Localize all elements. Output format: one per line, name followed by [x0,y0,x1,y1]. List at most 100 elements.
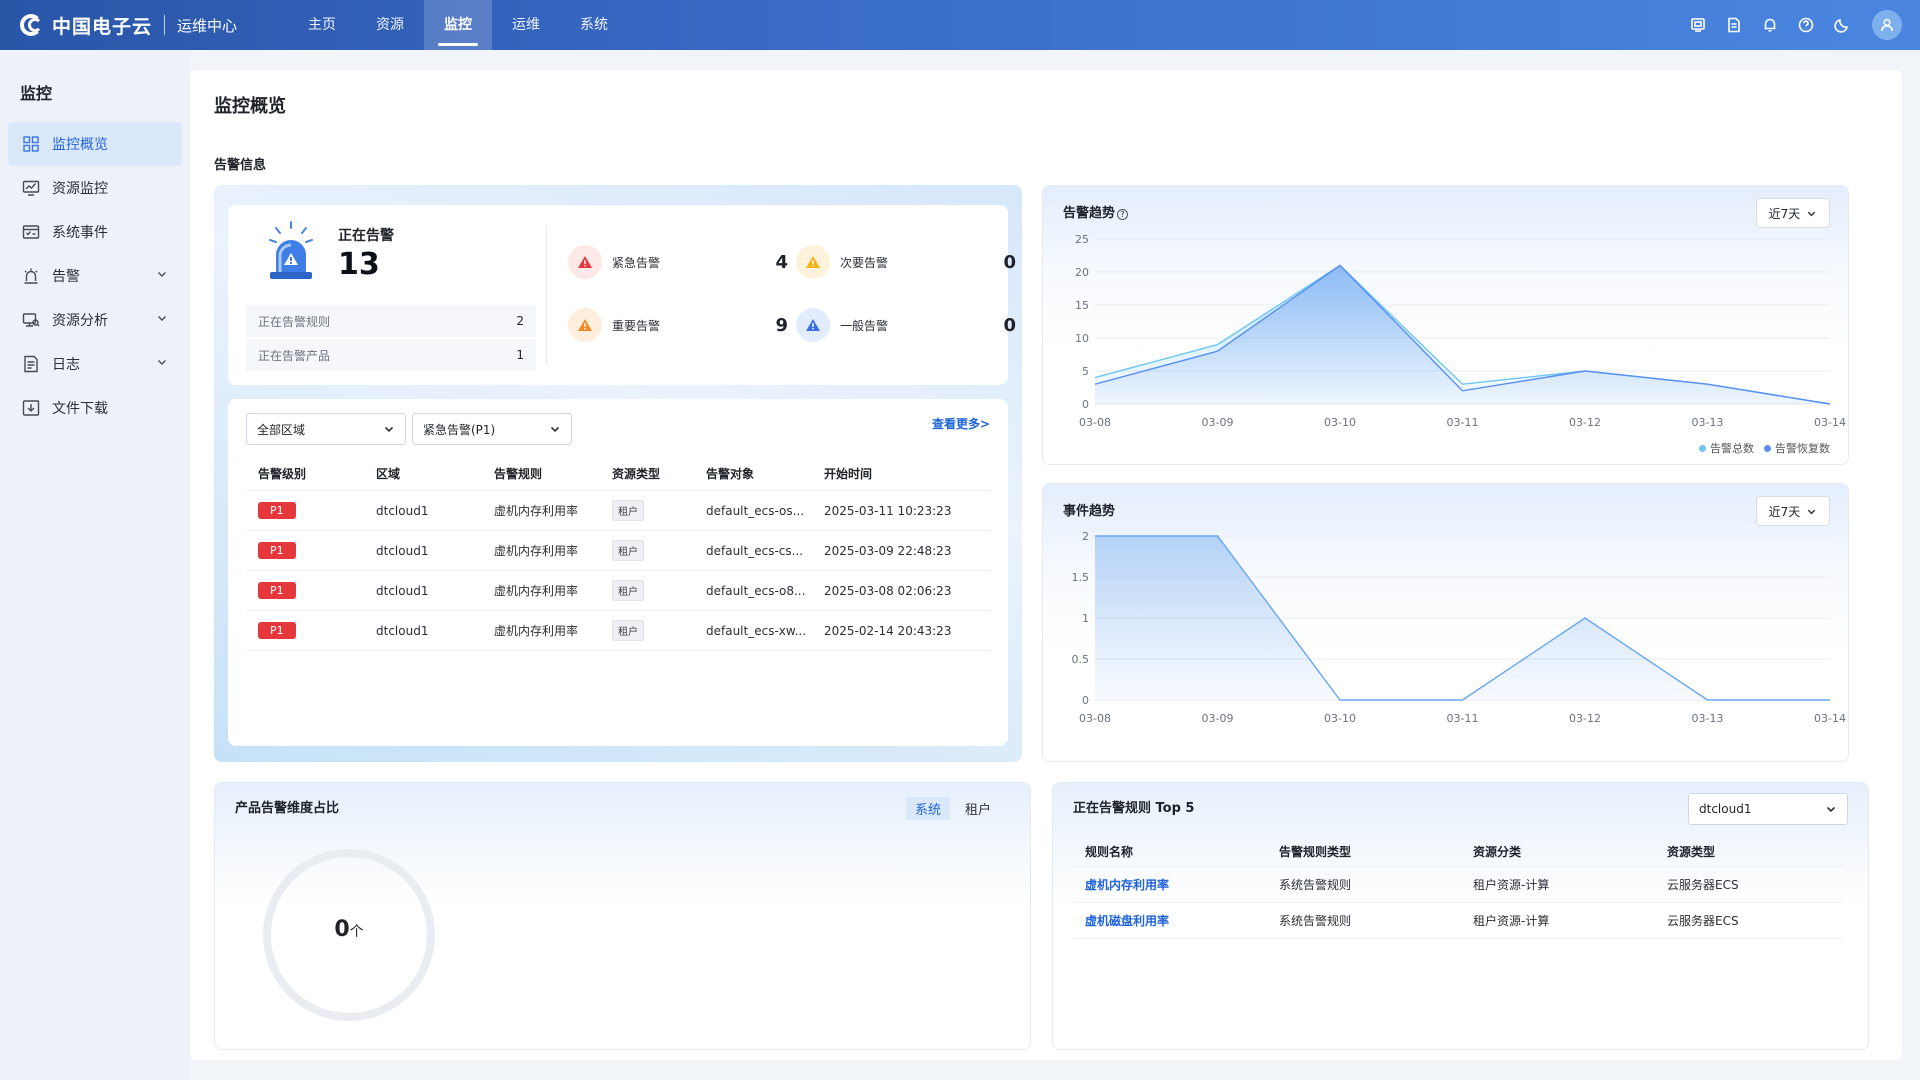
column-header: 规则名称 [1085,845,1134,859]
event-trend-card: 0 0.5 1 1.5 2 03-08 03-09 03-10 03-11 03-12 03-13 0… [1042,483,1849,762]
resource-type-cell: 租户 [600,540,694,561]
nav-home[interactable]: 主页 [308,17,336,33]
sidebar-item-overview[interactable]: 监控概览 [8,122,182,166]
nav-ops[interactable]: 运维 [512,17,540,33]
y-tick-label: 20 [1075,266,1089,279]
alarm-trend-chart: 0 5 10 15 20 25 03-08 03-09 03-10 03-11 03-12 03-13… [1075,233,1846,429]
series-line [1094,264,1831,405]
nav-resources[interactable]: 资源 [376,17,404,33]
sidebar-menu: 监控概览 资源监控 系统事件 告警 资源分析 日志 文件下载 [8,122,182,430]
legend-dot [1699,444,1706,452]
severity-label: 次要告警 [840,255,889,270]
level-select[interactable]: 紧急告警(P1) [412,413,572,445]
resource-type-cell: 租户 [600,580,694,601]
start-time-cell: 2025-03-09 22:48:23 [824,543,952,558]
sidebar-item-label: 监控概览 [52,137,108,153]
log-icon [24,355,38,373]
app-name: 运维中心 [177,16,238,35]
severity-value: 0 [1003,251,1016,273]
donut-value: 0 [334,917,350,942]
sidebar: 监控 监控概览 资源监控 系统事件 告警 资源分析 日志 [0,50,190,1080]
alarm-summary-card: 正在告警 13 正在告警规则 2 正在告警产品 1 紧急告警 4 次要告警 0 [228,205,1016,385]
severity-major[interactable]: 重要告警 9 [568,303,788,347]
tab-tenant[interactable]: 租户 [964,803,991,818]
user-avatar-icon[interactable] [1872,10,1902,40]
sidebar-item-alarm[interactable]: 告警 [8,254,182,298]
table-row[interactable]: P1 dtcloud1 虚机内存利用率 租户 default_ecs-cs...… [246,531,990,571]
tab-system[interactable]: 系统 [905,797,950,820]
sidebar-item-label: 资源分析 [52,313,108,329]
sidebar-item-file-download[interactable]: 文件下载 [8,386,182,430]
see-more-link[interactable]: 查看更多> [931,417,990,431]
event-icon [22,225,40,239]
x-tick-label: 03-13 [1692,712,1724,725]
table-row[interactable]: P1 dtcloud1 虚机内存利用率 租户 default_ecs-xw...… [246,611,990,651]
column-header: 告警规则 [494,467,543,481]
main-nav: 主页 资源 监控 运维 系统 [288,0,628,50]
y-tick-label: 25 [1075,233,1089,246]
help-icon[interactable] [1788,0,1824,50]
severity-general[interactable]: 一般告警 0 [796,303,1016,347]
table-row[interactable]: P1 dtcloud1 虚机内存利用率 租户 default_ecs-os...… [246,491,990,531]
region-cell: dtcloud1 [376,503,429,518]
severity-value: 4 [775,251,788,273]
chevron-down-icon [1826,806,1836,813]
donut-center-value: 0个 [271,917,427,942]
region-cell: dtcloud1 [376,583,429,598]
active-rules-row: 正在告警规则 2 [246,305,536,337]
bell-icon[interactable] [1752,0,1788,50]
sidebar-item-resource-monitor[interactable]: 资源监控 [8,166,182,210]
top5-table: 规则名称 告警规则类型 资源分类 资源类型 虚机内存利用率 系统告警规则 租户资… [1073,837,1843,939]
sidebar-item-system-events[interactable]: 系统事件 [8,210,182,254]
rule-name-link[interactable]: 虚机内存利用率 [1085,878,1170,892]
top5-region-select[interactable]: dtcloud1 [1688,793,1848,825]
start-time-cell: 2025-03-08 02:06:23 [824,583,952,598]
table-row: 虚机磁盘利用率 系统告警规则 租户资源-计算 云服务器ECS [1073,903,1843,939]
alarm-list-card: 全部区域 紧急告警(P1) 查看更多> 告警级别 区域 告警规则 资源类型 告警… [228,399,1008,746]
region-cell: dtcloud1 [376,543,429,558]
table-row[interactable]: P1 dtcloud1 虚机内存利用率 租户 default_ecs-o8...… [246,571,990,611]
logo-divider [164,15,166,35]
top-icons [1680,0,1902,50]
y-tick-label: 2 [1082,530,1089,543]
product-ratio-card: 产品告警维度占比 系统 租户 0个 [214,782,1031,1050]
severity-minor[interactable]: 次要告警 0 [796,240,1016,284]
nav-monitor[interactable]: 监控 [424,0,492,50]
region-cell: dtcloud1 [376,623,429,638]
level-badge: P1 [258,622,296,639]
top5-rules-card: 正在告警规则 Top 5 dtcloud1 规则名称 告警规则类型 资源分类 资… [1052,782,1869,1050]
legend-item[interactable]: 告警总数 [1699,440,1754,456]
moon-icon[interactable] [1824,0,1860,50]
severity-critical[interactable]: 紧急告警 4 [568,240,788,284]
legend-item[interactable]: 告警恢复数 [1764,440,1830,456]
severity-label: 重要告警 [612,318,661,333]
donut-chart: 0个 [263,849,435,1021]
x-tick-label: 03-12 [1569,712,1601,725]
severity-label: 紧急告警 [612,255,661,270]
screen-icon[interactable] [1680,0,1716,50]
sidebar-item-label: 日志 [52,357,80,373]
active-products-value: 1 [516,348,524,362]
sidebar-item-log[interactable]: 日志 [8,342,182,386]
alarm-trend-range-select[interactable]: 近7天 [1756,198,1830,228]
level-select-value: 紧急告警(P1) [423,422,496,437]
column-header: 资源类型 [612,467,661,481]
rule-cell: 虚机内存利用率 [494,624,579,638]
x-tick-label: 03-12 [1569,416,1601,429]
dashboard-icon [23,136,39,152]
help-icon[interactable]: ? [1117,209,1129,220]
document-icon[interactable] [1716,0,1752,50]
column-header: 告警规则类型 [1279,845,1352,859]
event-trend-range-select[interactable]: 近7天 [1756,496,1830,526]
region-select[interactable]: 全部区域 [246,413,406,445]
rule-name-link[interactable]: 虚机磁盘利用率 [1085,914,1170,928]
y-tick-label: 10 [1075,332,1089,345]
rule-type-cell: 系统告警规则 [1279,914,1352,928]
nav-system[interactable]: 系统 [580,17,608,33]
chart-legend: 告警总数 告警恢复数 [1689,440,1830,456]
sidebar-item-resource-analysis[interactable]: 资源分析 [8,298,182,342]
logo[interactable]: 中国电子云 运维中心 [20,11,237,39]
chevron-down-icon [384,426,394,433]
legend-label: 告警恢复数 [1775,442,1830,455]
level-cell: P1 [246,502,364,519]
